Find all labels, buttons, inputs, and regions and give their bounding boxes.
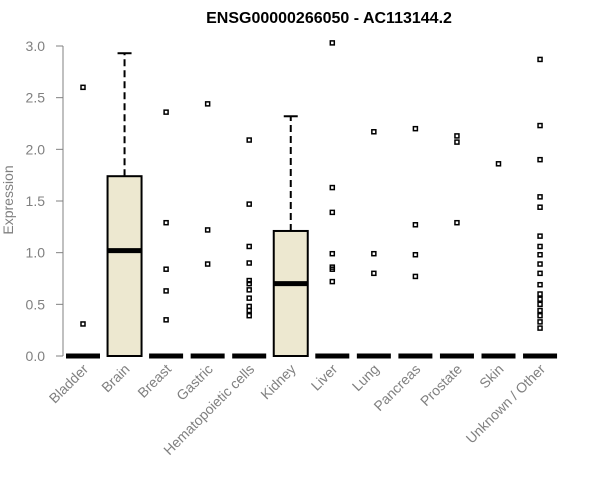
- x-tick-label: Lung: [349, 361, 382, 394]
- box-bladder: [66, 84, 100, 359]
- outlier-point: [454, 219, 460, 226]
- outlier-point: [246, 201, 252, 207]
- chart-title: ENSG00000266050 - AC113144.2: [206, 10, 452, 27]
- x-tick-label: Breast: [134, 361, 174, 401]
- outlier-point: [163, 219, 169, 226]
- outlier-point: [537, 156, 543, 163]
- outlier-point: [537, 270, 543, 277]
- box-series: [66, 40, 558, 359]
- outlier-point: [371, 129, 377, 135]
- outlier-point: [537, 281, 543, 288]
- box-gastric: [190, 101, 225, 359]
- outlier-point: [163, 266, 169, 272]
- outlier-point: [246, 280, 252, 287]
- outlier-point: [371, 270, 377, 277]
- outlier-point: [537, 325, 543, 331]
- outlier-point: [537, 122, 543, 129]
- y-tick-label: 1.5: [26, 193, 46, 209]
- outlier-point: [537, 261, 543, 267]
- iqr-box: [106, 175, 143, 357]
- outlier-point: [329, 184, 336, 191]
- outlier-point: [412, 222, 419, 228]
- box-skin: [481, 161, 516, 359]
- x-tick-label: Bladder: [46, 361, 92, 407]
- box-unknown-other: [523, 56, 558, 359]
- outlier-point: [204, 101, 211, 107]
- outlier-point: [246, 243, 252, 250]
- outlier-point: [246, 295, 252, 301]
- outlier-point: [537, 312, 543, 319]
- outlier-point: [537, 319, 543, 325]
- x-tick-label: Brain: [98, 361, 132, 395]
- outlier-point: [204, 261, 211, 267]
- outlier-point: [537, 301, 543, 308]
- outlier-point: [329, 40, 336, 46]
- box-brain: [106, 52, 143, 357]
- outlier-point: [537, 56, 543, 63]
- box-breast: [149, 109, 184, 359]
- outlier-point: [80, 84, 86, 91]
- x-tick-label: Liver: [308, 361, 341, 394]
- outlier-point: [537, 291, 543, 297]
- outlier-point: [537, 307, 543, 314]
- outlier-point: [246, 137, 252, 143]
- outlier-point: [537, 194, 543, 200]
- outlier-point: [80, 321, 86, 327]
- y-tick-label: 2.0: [26, 141, 46, 157]
- outlier-point: [412, 251, 419, 258]
- outlier-point: [454, 133, 460, 139]
- x-tick-label: Unknown / Other: [463, 361, 549, 447]
- y-tick-label: 0.0: [26, 348, 46, 364]
- outlier-point: [329, 278, 336, 285]
- x-tick-label: Prostate: [417, 361, 465, 409]
- x-tick-label: Skin: [476, 361, 507, 392]
- y-tick-label: 1.0: [26, 245, 46, 261]
- outlier-point: [246, 287, 252, 293]
- outlier-point: [537, 233, 543, 239]
- outlier-point: [163, 317, 169, 323]
- box-liver: [315, 40, 350, 359]
- outlier-point: [537, 243, 543, 250]
- outlier-point: [495, 161, 502, 167]
- outlier-point: [246, 303, 252, 310]
- outlier-point: [246, 260, 252, 266]
- outlier-point: [163, 109, 169, 115]
- outlier-point: [329, 209, 336, 216]
- outlier-point: [537, 296, 543, 302]
- iqr-box: [272, 229, 309, 357]
- y-tick-label: 3.0: [26, 38, 46, 54]
- box-prostate: [439, 133, 474, 359]
- outlier-point: [412, 125, 419, 132]
- y-tick-label: 0.5: [26, 296, 46, 312]
- outlier-point: [371, 250, 377, 257]
- outlier-point: [329, 250, 336, 257]
- outlier-point: [454, 139, 460, 145]
- box-lung: [356, 129, 391, 359]
- outlier-point: [163, 288, 169, 294]
- outlier-point: [537, 204, 543, 210]
- y-axis-label: Expression: [0, 165, 16, 234]
- outlier-point: [246, 277, 252, 284]
- x-tick-label: Kidney: [257, 361, 299, 403]
- outlier-point: [204, 227, 211, 233]
- box-kidney: [272, 115, 309, 357]
- box-pancreas: [398, 125, 433, 359]
- outlier-point: [412, 273, 419, 280]
- outlier-point: [246, 312, 252, 319]
- outlier-point: [537, 251, 543, 258]
- y-axis-ticks: 0.0 0.5 1.0 1.5 2.0 2.5 3.0: [26, 38, 63, 364]
- box-hematopoietic-cells: [232, 137, 267, 359]
- y-tick-label: 2.5: [26, 90, 46, 106]
- outlier-point: [329, 264, 336, 270]
